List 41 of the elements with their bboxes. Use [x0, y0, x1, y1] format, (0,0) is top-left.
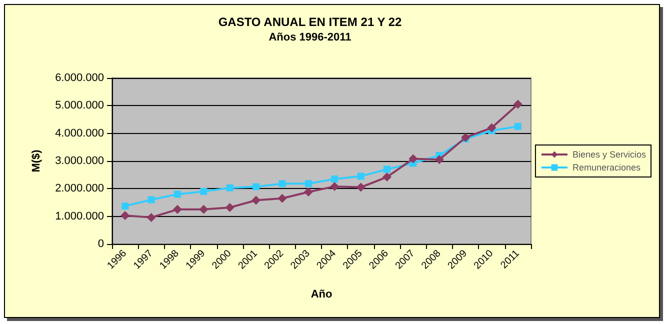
legend-label: Remuneraciones: [572, 162, 642, 172]
point: [174, 190, 181, 198]
point: [330, 182, 340, 191]
point: [252, 196, 261, 205]
y-tick-label: 5.000.000: [55, 100, 104, 112]
chart-title: GASTO ANUAL EN ITEM 21 Y 22: [218, 15, 402, 29]
point: [383, 166, 390, 173]
legend-label: Bienes y Servicios: [572, 150, 646, 160]
point: [382, 172, 392, 182]
y-tick-label: 4.000.000: [55, 127, 104, 140]
x-axis-title: Año: [310, 288, 332, 300]
point: [252, 183, 260, 190]
point: [356, 182, 366, 192]
point: [514, 122, 522, 130]
point: [199, 204, 208, 214]
point: [304, 180, 312, 188]
point: [304, 187, 313, 196]
point: [225, 202, 234, 212]
point: [122, 202, 129, 210]
point: [278, 180, 286, 188]
y-axis-title: M($): [30, 149, 42, 172]
point: [434, 155, 444, 164]
point: [357, 172, 364, 180]
y-tick-label: 6.000.000: [55, 72, 104, 84]
point: [120, 211, 130, 220]
y-tick-label: 2.000.000: [55, 182, 104, 195]
point: [148, 196, 155, 204]
point: [513, 100, 522, 109]
y-tick-label: 0: [98, 238, 104, 250]
point: [278, 194, 287, 203]
y-tick-label: 3.000.000: [55, 155, 104, 167]
point: [331, 175, 338, 182]
point: [146, 212, 156, 222]
point: [487, 123, 496, 132]
point: [461, 132, 470, 142]
point: [226, 184, 234, 192]
point: [172, 204, 182, 214]
point: [408, 154, 418, 164]
point: [200, 188, 208, 195]
chart-subtitle: Años 1996-2011: [268, 32, 352, 44]
y-tick-label: 1.000.000: [55, 210, 104, 222]
